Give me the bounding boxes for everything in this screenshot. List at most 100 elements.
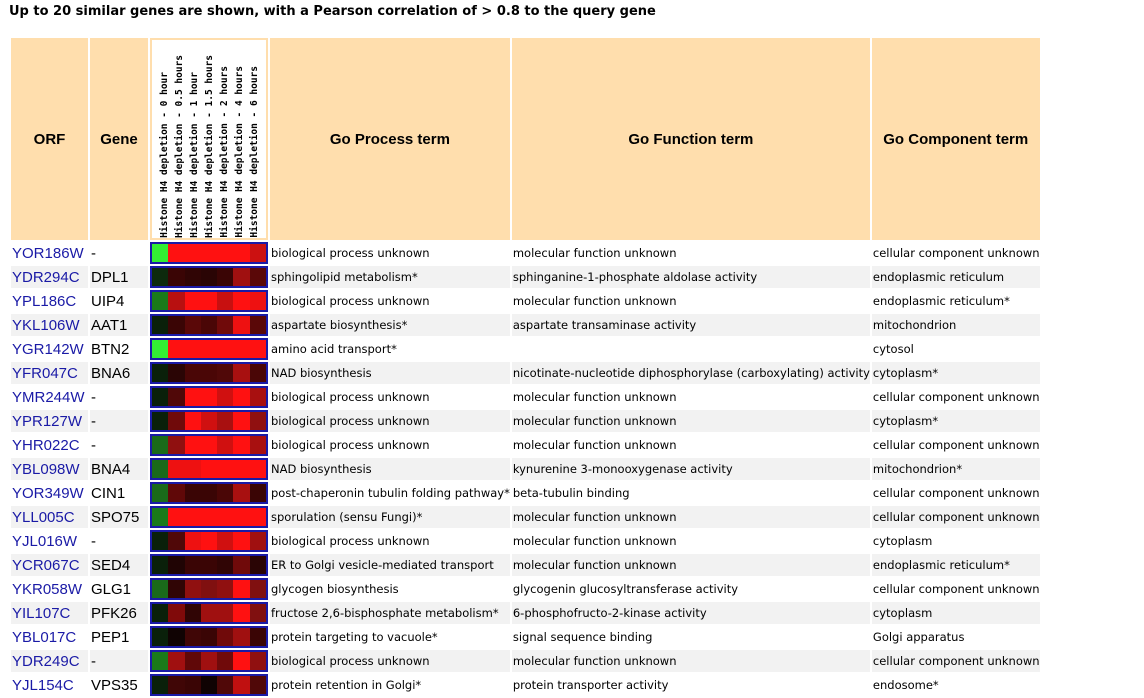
table-row: YDR249C - biological process unknown molecu… — [11, 650, 1040, 672]
table-row: YLL005C SPO75 sporulation (sensu Fungi)* mo… — [11, 506, 1040, 528]
heatmap-cell — [184, 244, 201, 262]
heatmap-strip — [150, 362, 268, 384]
orf-link[interactable]: YLL005C — [11, 506, 88, 528]
go-process-term: sphingolipid metabolism* — [270, 266, 510, 288]
heatmap-cell — [168, 604, 185, 622]
heatmap-cell — [249, 436, 266, 454]
heatmap-cell — [152, 244, 169, 262]
gene-name: PEP1 — [90, 626, 148, 648]
go-process-term: glycogen biosynthesis — [270, 578, 510, 600]
header-orf[interactable]: ORF — [11, 38, 88, 240]
heatmap-cell — [217, 436, 234, 454]
orf-link[interactable]: YCR067C — [11, 554, 88, 576]
timepoint-labels: Histone H4 depletion - 0 hour Histone H4 … — [152, 42, 266, 238]
orf-link[interactable]: YJL154C — [11, 674, 88, 696]
heatmap-cell — [168, 364, 185, 382]
heatmap-cell — [217, 460, 234, 478]
heatmap-cell — [233, 244, 250, 262]
header-gene[interactable]: Gene — [90, 38, 148, 240]
heatmap-cell — [233, 460, 250, 478]
heatmap-cell — [168, 652, 185, 670]
heatmap-cell — [200, 340, 218, 358]
heatmap-strip — [150, 338, 268, 360]
heatmap-strip — [150, 290, 268, 312]
heatmap-cell — [233, 364, 250, 382]
gene-name: GLG1 — [90, 578, 148, 600]
orf-link[interactable]: YIL107C — [11, 602, 88, 624]
orf-link[interactable]: YOR349W — [11, 482, 88, 504]
heatmap-cell — [200, 556, 218, 574]
table-row: YBL098W BNA4 NAD biosynthesis kynurenine 3-… — [11, 458, 1040, 480]
orf-link[interactable]: YGR142W — [11, 338, 88, 360]
heatmap-cell — [200, 676, 218, 694]
orf-link[interactable]: YKL106W — [11, 314, 88, 336]
go-function-term: molecular function unknown — [511, 242, 870, 264]
heatmap-strip — [150, 506, 268, 528]
expression-heatmap — [150, 290, 268, 312]
heatmap-cell — [200, 316, 218, 334]
heatmap-cell — [249, 556, 266, 574]
orf-link[interactable]: YBL017C — [11, 626, 88, 648]
orf-link[interactable]: YPL186C — [11, 290, 88, 312]
go-component-term: cellular component unknown — [871, 482, 1040, 504]
heatmap-cell — [200, 628, 218, 646]
heatmap-cell — [233, 628, 250, 646]
expression-heatmap — [150, 410, 268, 432]
heatmap-cell — [249, 604, 266, 622]
orf-link[interactable]: YHR022C — [11, 434, 88, 456]
header-component[interactable]: Go Component term — [871, 38, 1040, 240]
orf-link[interactable]: YBL098W — [11, 458, 88, 480]
header-heatmap-timepoints: Histone H4 depletion - 0 hour Histone H4 … — [150, 38, 268, 240]
expression-heatmap — [150, 386, 268, 408]
orf-link[interactable]: YJL016W — [11, 530, 88, 552]
go-component-term: cytoplasm* — [871, 410, 1040, 432]
heatmap-cell — [249, 316, 266, 334]
heatmap-cell — [233, 340, 250, 358]
table-body: YOR186W - biological process unknown molecu… — [11, 242, 1040, 696]
heatmap-cell — [184, 268, 201, 286]
table-row: YGR142W BTN2 amino acid transport* cytosol — [11, 338, 1040, 360]
heatmap-cell — [217, 556, 234, 574]
table-row: YJL016W - biological process unknown molecu… — [11, 530, 1040, 552]
timepoint-label: Histone H4 depletion - 6 hours — [248, 66, 260, 238]
heatmap-strip — [150, 626, 268, 648]
gene-name: DPL1 — [90, 266, 148, 288]
heatmap-cell — [200, 508, 218, 526]
gene-name: PFK26 — [90, 602, 148, 624]
go-component-term: cellular component unknown — [871, 578, 1040, 600]
timepoint-label: Histone H4 depletion - 1.5 hours — [203, 54, 215, 238]
heatmap-cell — [168, 508, 185, 526]
orf-link[interactable]: YMR244W — [11, 386, 88, 408]
gene-name: VPS35 — [90, 674, 148, 696]
orf-link[interactable]: YDR249C — [11, 650, 88, 672]
heatmap-cell — [168, 532, 185, 550]
header-process[interactable]: Go Process term — [270, 38, 510, 240]
gene-name: - — [90, 434, 148, 456]
heatmap-strip — [150, 530, 268, 552]
go-component-term: cellular component unknown — [871, 506, 1040, 528]
go-process-term: protein targeting to vacuole* — [270, 626, 510, 648]
heatmap-cell — [249, 532, 266, 550]
heatmap-strip — [150, 602, 268, 624]
heatmap-cell — [152, 292, 169, 310]
heatmap-cell — [217, 244, 234, 262]
heatmap-cell — [184, 580, 201, 598]
header-function[interactable]: Go Function term — [511, 38, 870, 240]
orf-link[interactable]: YDR294C — [11, 266, 88, 288]
heatmap-cell — [168, 436, 185, 454]
orf-link[interactable]: YFR047C — [11, 362, 88, 384]
go-function-term: molecular function unknown — [511, 554, 870, 576]
orf-link[interactable]: YKR058W — [11, 578, 88, 600]
gene-name: AAT1 — [90, 314, 148, 336]
orf-link[interactable]: YOR186W — [11, 242, 88, 264]
heatmap-cell — [233, 388, 250, 406]
expression-heatmap — [150, 506, 268, 528]
heatmap-cell — [152, 532, 169, 550]
go-process-term: amino acid transport* — [270, 338, 510, 360]
go-function-term: protein transporter activity — [511, 674, 870, 696]
gene-name: SED4 — [90, 554, 148, 576]
heatmap-cell — [233, 292, 250, 310]
table-row: YCR067C SED4 ER to Golgi vesicle-mediated … — [11, 554, 1040, 576]
heatmap-cell — [152, 268, 169, 286]
orf-link[interactable]: YPR127W — [11, 410, 88, 432]
